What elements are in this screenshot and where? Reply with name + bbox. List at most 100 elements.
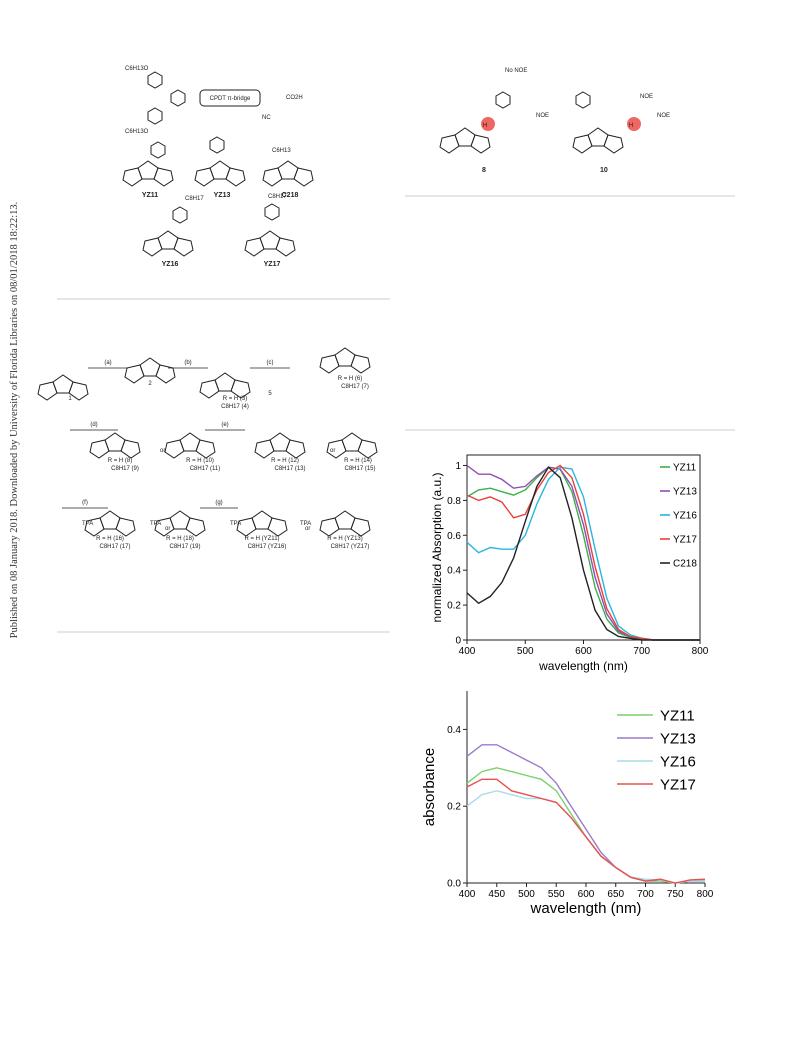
tpa-label: TPA — [300, 521, 311, 527]
compound-label: R = H (10) — [186, 458, 214, 464]
ring — [199, 372, 251, 399]
synthesis-scheme: (a) (b) (c) (d) (e) (f) (g) 1 2 R = H (3) C8H17 (4… — [37, 347, 378, 550]
chain-label: C8H17 — [185, 196, 204, 202]
legend-label: YZ17 — [660, 776, 696, 793]
compound-label: R = H (6) — [338, 376, 363, 382]
legend-label: YZ16 — [673, 511, 697, 522]
tpa-label: TPA — [230, 521, 241, 527]
compound-label: C8H17 (YZ16) — [248, 544, 287, 550]
y-tick-label: 1 — [455, 461, 461, 472]
ring — [154, 510, 206, 537]
x-axis-label: wavelength (nm) — [530, 900, 642, 917]
legend-label: YZ13 — [660, 730, 696, 747]
compound-label: C8H17 (15) — [344, 466, 375, 472]
y-tick-label: 0.6 — [447, 531, 461, 542]
compound-label: YZ13 — [214, 192, 231, 199]
compound-label: 2 — [148, 381, 152, 387]
compound-label: C8H17 (9) — [111, 466, 139, 472]
y-tick-label: 0.8 — [447, 496, 461, 507]
chain-label: C6H13O — [125, 66, 149, 72]
y-tick-label: 0.2 — [447, 802, 461, 813]
legend-label: YZ11 — [660, 707, 695, 724]
y-axis-label: normalized Absorption (a.u.) — [430, 472, 444, 622]
legend-label: YZ11 — [673, 463, 697, 474]
x-tick-label: 600 — [575, 646, 592, 657]
ring — [326, 432, 378, 459]
compound-label: YZ16 — [162, 261, 179, 268]
series-line — [466, 466, 700, 641]
compound-label: R = H (YZ11) — [244, 536, 279, 542]
compound-label: R = H (18) — [166, 536, 194, 542]
compound-label: 8 — [482, 167, 486, 174]
x-tick-label: 800 — [697, 889, 714, 900]
chain-label: C6H13O — [125, 129, 149, 135]
noe-label: NOE — [657, 113, 670, 119]
sidebar-note: Published on 08 January 2018. Downloaded… — [9, 202, 20, 639]
x-tick-label: 500 — [517, 646, 534, 657]
series-line — [466, 466, 700, 641]
noe-label: No NOE — [505, 68, 527, 74]
legend-label: C218 — [673, 559, 697, 570]
compound-label: C8H17 (11) — [190, 466, 221, 472]
step-label: (b) — [184, 360, 191, 366]
h-label: H — [629, 123, 633, 129]
ring — [254, 432, 306, 459]
ring — [89, 432, 141, 459]
acid-label: CO2H — [286, 95, 303, 101]
charts: 400 500 600 700 800 0 0.2 0.4 0.6 0.8 1 wavelength … — [421, 454, 714, 917]
bridge-box — [199, 89, 261, 107]
y-tick-label: 0 — [455, 636, 461, 647]
chain-label: C6H13 — [272, 148, 291, 154]
structures-figure: CPDT π-bridge C6H13O C6H13O CO2H NC C6H1… — [122, 66, 314, 268]
legend-label: YZ13 — [673, 487, 697, 498]
or-label: or — [330, 448, 335, 454]
compound-label: R = H (12) — [271, 458, 299, 464]
compound-label: 5 — [268, 391, 272, 397]
series-line — [466, 778, 706, 884]
step-label: (a) — [104, 360, 111, 366]
noe-label: NOE — [640, 94, 653, 100]
compound-label: R = H (14) — [344, 458, 372, 464]
compound-label: C8H17 (YZ17) — [331, 544, 370, 550]
compound-label: C8H17 (4) — [221, 404, 249, 410]
x-tick-label: 650 — [607, 889, 624, 900]
compound-label: C218 — [282, 192, 299, 199]
noe-figure: H H No NOE NOE NOE NOE 8 10 — [439, 68, 670, 174]
series-line — [466, 466, 700, 641]
ring — [319, 510, 371, 537]
compound-label: R = H (YZ13) — [327, 536, 363, 542]
y-tick-label: 0.0 — [447, 879, 461, 890]
compound-label: YZ11 — [142, 192, 158, 199]
step-label: (d) — [90, 422, 97, 428]
x-tick-label: 700 — [633, 646, 650, 657]
legend-label: YZ16 — [660, 753, 696, 770]
compound-label: C8H17 (13) — [274, 466, 305, 472]
y-axis-label: absorbance — [421, 748, 438, 826]
step-label: (c) — [267, 360, 274, 366]
or-label: or — [160, 448, 165, 454]
compound-label: 10 — [600, 167, 608, 174]
step-label: (f) — [82, 500, 88, 506]
ring — [37, 374, 89, 401]
or-label: or — [165, 526, 170, 532]
y-tick-label: 0.4 — [447, 566, 461, 577]
noe-label: NOE — [536, 113, 549, 119]
compound-label: C8H17 (7) — [341, 384, 369, 390]
compound-label: C8H17 (17) — [99, 544, 130, 550]
step-label: (g) — [215, 500, 222, 506]
step-label: (e) — [221, 422, 228, 428]
y-tick-label: 0.2 — [447, 601, 461, 612]
y-tick-label: 0.4 — [447, 725, 461, 736]
x-tick-label: 600 — [578, 889, 595, 900]
ring — [164, 432, 216, 459]
x-tick-label: 400 — [459, 889, 476, 900]
x-tick-label: 500 — [518, 889, 535, 900]
x-tick-label: 450 — [488, 889, 505, 900]
x-tick-label: 750 — [667, 889, 684, 900]
ring — [236, 510, 288, 537]
compound-label: R = H (8) — [108, 458, 133, 464]
compound-label: R = H (16) — [96, 536, 124, 542]
bridge-label: CPDT π-bridge — [210, 96, 251, 102]
